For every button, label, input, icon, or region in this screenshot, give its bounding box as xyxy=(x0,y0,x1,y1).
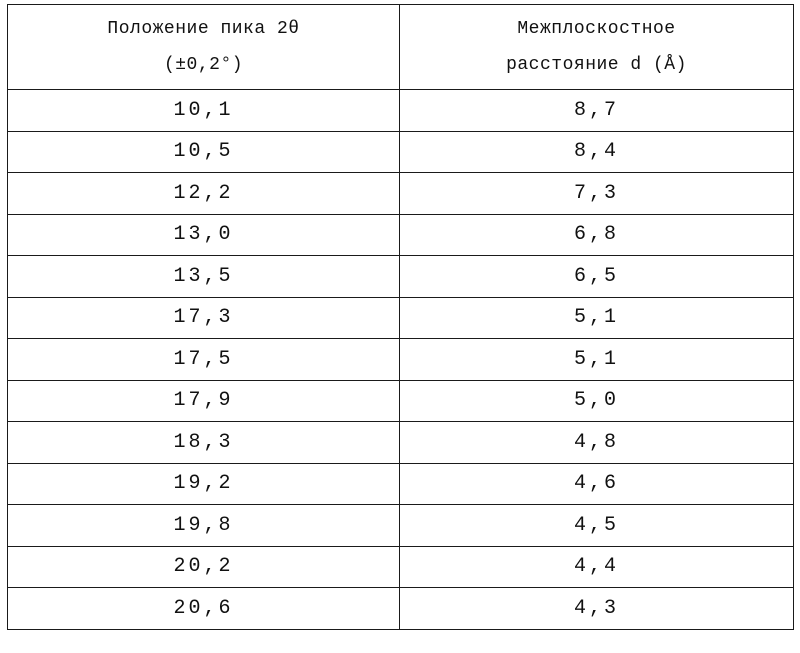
table-header: Положение пика 2θ (±0,2°) Межплоскостное… xyxy=(7,4,794,90)
header-peak-position-line1: Положение пика 2θ xyxy=(107,19,300,39)
cell-d-spacing: 4,6 xyxy=(399,462,794,505)
cell-two-theta: 19,8 xyxy=(7,504,400,547)
table-row: 12,2 7,3 xyxy=(7,172,794,215)
table-row: 13,5 6,5 xyxy=(7,255,794,298)
cell-d-spacing: 4,8 xyxy=(399,421,794,464)
table-row: 19,2 4,6 xyxy=(7,462,794,505)
header-peak-position-line2: (±0,2°) xyxy=(163,55,244,75)
table-row: 10,1 8,7 xyxy=(7,89,794,132)
cell-two-theta: 13,0 xyxy=(7,213,400,256)
table-row: 20,2 4,4 xyxy=(7,545,794,588)
table-row: 17,3 5,1 xyxy=(7,296,794,339)
cell-d-spacing: 5,1 xyxy=(399,296,794,339)
cell-two-theta: 18,3 xyxy=(7,421,400,464)
table-row: 20,6 4,3 xyxy=(7,587,794,630)
cell-two-theta: 12,2 xyxy=(7,172,400,215)
cell-two-theta: 17,5 xyxy=(7,338,400,381)
cell-two-theta: 17,3 xyxy=(7,296,400,339)
cell-d-spacing: 8,7 xyxy=(399,89,794,132)
header-peak-position: Положение пика 2θ (±0,2°) xyxy=(7,4,400,90)
cell-two-theta: 10,1 xyxy=(7,89,400,132)
cell-two-theta: 13,5 xyxy=(7,255,400,298)
xrd-peak-table-container: Положение пика 2θ (±0,2°) Межплоскостное… xyxy=(7,4,794,630)
table-row: 13,0 6,8 xyxy=(7,213,794,256)
header-row: Положение пика 2θ (±0,2°) Межплоскостное… xyxy=(7,4,794,90)
cell-two-theta: 20,6 xyxy=(7,587,400,630)
cell-d-spacing: 7,3 xyxy=(399,172,794,215)
cell-d-spacing: 4,5 xyxy=(399,504,794,547)
header-d-spacing-line1: Межплоскостное xyxy=(517,19,676,39)
table-row: 19,8 4,5 xyxy=(7,504,794,547)
cell-d-spacing: 5,1 xyxy=(399,338,794,381)
cell-two-theta: 20,2 xyxy=(7,545,400,588)
cell-d-spacing: 8,4 xyxy=(399,130,794,173)
table-row: 17,9 5,0 xyxy=(7,379,794,422)
cell-two-theta: 19,2 xyxy=(7,462,400,505)
table-body: 10,1 8,7 10,5 8,4 12,2 7,3 13,0 6,8 13,5 6,5 17,3 5… xyxy=(7,89,794,630)
table-row: 17,5 5,1 xyxy=(7,338,794,381)
header-d-spacing: Межплоскостное расстояние d (Å) xyxy=(399,4,794,90)
table-row: 18,3 4,8 xyxy=(7,421,794,464)
cell-two-theta: 17,9 xyxy=(7,379,400,422)
cell-two-theta: 10,5 xyxy=(7,130,400,173)
header-d-spacing-line2: расстояние d (Å) xyxy=(506,55,687,75)
table-row: 10,5 8,4 xyxy=(7,130,794,173)
cell-d-spacing: 6,8 xyxy=(399,213,794,256)
cell-d-spacing: 5,0 xyxy=(399,379,794,422)
cell-d-spacing: 6,5 xyxy=(399,255,794,298)
cell-d-spacing: 4,3 xyxy=(399,587,794,630)
cell-d-spacing: 4,4 xyxy=(399,545,794,588)
xrd-peak-table: Положение пика 2θ (±0,2°) Межплоскостное… xyxy=(7,4,794,630)
